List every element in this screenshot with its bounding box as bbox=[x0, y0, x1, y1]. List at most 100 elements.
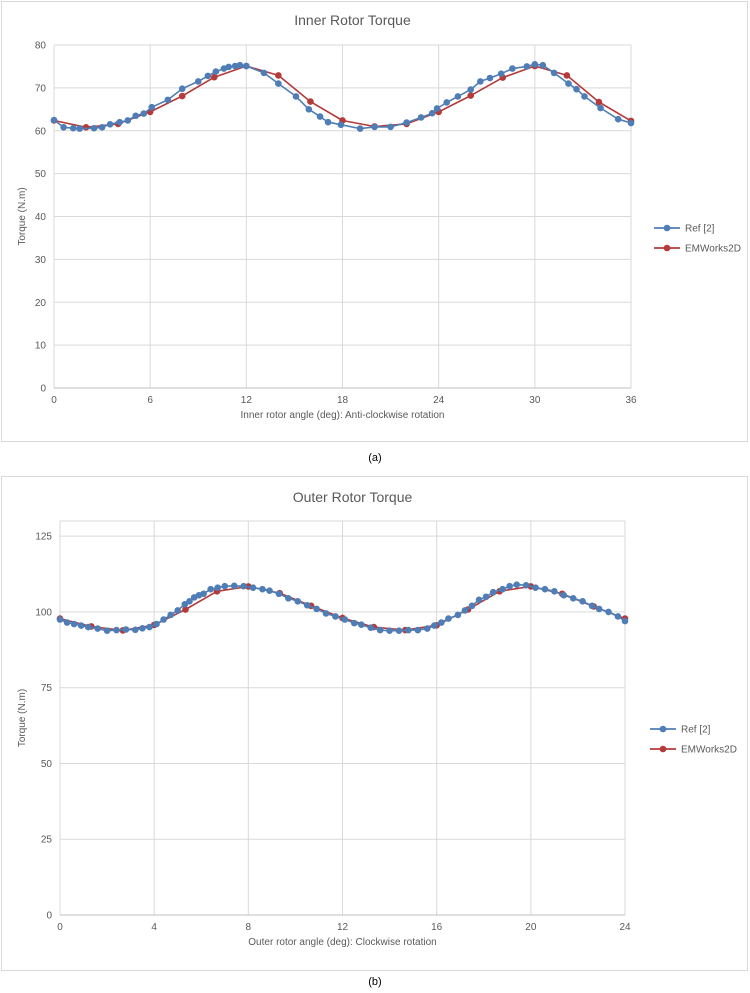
series-ref-point bbox=[588, 602, 596, 610]
series-ref-point bbox=[56, 616, 64, 623]
series-ref-point bbox=[322, 610, 330, 617]
series-ref-point bbox=[428, 109, 436, 117]
series-ref-point bbox=[341, 616, 349, 623]
series-ref-point bbox=[532, 584, 539, 591]
series-ref-point bbox=[116, 118, 124, 126]
series-ref-point bbox=[292, 93, 300, 100]
series-ref-point bbox=[614, 613, 622, 620]
series-ref-point bbox=[332, 613, 339, 620]
x-tick-label: 16 bbox=[431, 922, 443, 933]
series-ref-point bbox=[337, 121, 345, 129]
y-tick-label: 100 bbox=[35, 607, 52, 618]
series-ref-point bbox=[316, 113, 324, 120]
series-ref-point bbox=[417, 114, 425, 121]
inner-rotor-torque-chart: 0 10 20 30 40 50 60 70 80 0 6 12 18 24 30 36 Inner Rotor… bbox=[17, 12, 741, 421]
series-ref-point bbox=[194, 78, 202, 85]
y-tick-label: 125 bbox=[35, 532, 52, 543]
x-tick-label: 20 bbox=[525, 922, 537, 933]
series-emworks-point bbox=[595, 98, 603, 106]
series-ref-point bbox=[454, 93, 462, 100]
series-ref-point bbox=[433, 105, 441, 112]
series-ref-point bbox=[77, 622, 85, 629]
y-tick-label: 70 bbox=[35, 83, 47, 94]
legend-ref-marker bbox=[659, 725, 667, 733]
series-ref-point bbox=[90, 124, 98, 132]
series-ref-point bbox=[174, 607, 182, 614]
series-ref-point bbox=[294, 598, 302, 605]
y-tick-label: 50 bbox=[35, 169, 47, 180]
y-tick-label: 40 bbox=[35, 212, 47, 223]
series-ref-point bbox=[565, 80, 572, 87]
series-ref-point bbox=[387, 123, 394, 131]
series-ref-point bbox=[560, 591, 568, 599]
series-ref-point bbox=[324, 118, 332, 126]
series-ref-point bbox=[523, 63, 531, 70]
x-tick-label: 4 bbox=[151, 922, 157, 933]
legend-emworks-label: EMWorks2D bbox=[685, 244, 741, 255]
legend-ref-label: Ref [2] bbox=[681, 725, 711, 736]
series-ref-point bbox=[539, 61, 547, 69]
y-tick-label: 80 bbox=[35, 41, 47, 52]
series-ref-point bbox=[225, 63, 233, 71]
series-ref-point bbox=[371, 123, 378, 131]
series-ref-point bbox=[69, 124, 77, 132]
x-axis-label: Outer rotor angle (deg): Clockwise rotat… bbox=[248, 937, 436, 948]
series-ref-point bbox=[70, 620, 78, 628]
series-emworks-point bbox=[210, 73, 218, 81]
series-ref-point bbox=[103, 627, 111, 635]
series-ref-point bbox=[243, 62, 250, 70]
series-emworks-point bbox=[307, 98, 314, 105]
series-ref-point bbox=[531, 60, 539, 68]
series-ref-point bbox=[454, 611, 462, 619]
series-ref-point bbox=[132, 626, 139, 634]
series-ref-point bbox=[482, 593, 490, 601]
series-ref-point bbox=[350, 619, 358, 627]
series-ref-point bbox=[249, 584, 257, 591]
y-tick-label: 10 bbox=[35, 341, 47, 352]
x-tick-label: 30 bbox=[529, 395, 541, 406]
series-ref-point bbox=[63, 619, 71, 626]
series-ref-point bbox=[153, 620, 160, 628]
series-ref-point bbox=[513, 581, 521, 588]
chart-title: Outer Rotor Torque bbox=[293, 489, 413, 505]
x-tick-label: 12 bbox=[337, 922, 349, 933]
series-ref-point bbox=[522, 581, 530, 589]
series-ref-point bbox=[266, 587, 273, 595]
series-ref-point bbox=[94, 625, 101, 632]
series-ref-point bbox=[285, 594, 292, 602]
legend-ref-marker bbox=[663, 224, 671, 232]
series-ref-point bbox=[614, 115, 622, 123]
series-ref-point bbox=[569, 594, 577, 602]
series-ref-point bbox=[275, 80, 282, 87]
series-ref-point bbox=[212, 68, 220, 75]
series-ref-point bbox=[160, 616, 167, 623]
series-ref-point bbox=[60, 124, 67, 131]
series-ref-point bbox=[230, 582, 238, 590]
series-ref-point bbox=[423, 625, 431, 632]
legend-ref-label: Ref [2] bbox=[685, 224, 715, 235]
y-axis-label: Torque (N.m) bbox=[17, 689, 28, 747]
x-tick-label: 0 bbox=[51, 395, 57, 406]
series-ref-point bbox=[467, 86, 475, 93]
series-emworks-point bbox=[178, 92, 186, 100]
series-ref-point bbox=[356, 125, 364, 132]
y-tick-label: 0 bbox=[40, 384, 46, 395]
series-ref-point bbox=[124, 117, 132, 124]
series-ref-point bbox=[431, 622, 438, 629]
series-ref-point bbox=[395, 627, 403, 635]
series-ref-point bbox=[214, 584, 222, 591]
series-ref-point bbox=[313, 605, 320, 613]
series-ref-point bbox=[275, 590, 283, 598]
series-ref-point bbox=[98, 124, 106, 131]
series-ref-point bbox=[597, 104, 604, 112]
series-ref-point bbox=[167, 611, 174, 619]
caption-b: (b) bbox=[368, 976, 382, 988]
series-ref-point bbox=[621, 617, 629, 625]
y-tick-label: 30 bbox=[35, 255, 47, 266]
x-tick-label: 36 bbox=[625, 395, 637, 406]
series-ref-point bbox=[178, 85, 186, 93]
series-ref-point bbox=[260, 69, 268, 77]
series-ref-point bbox=[139, 624, 146, 632]
x-tick-label: 8 bbox=[246, 922, 252, 933]
